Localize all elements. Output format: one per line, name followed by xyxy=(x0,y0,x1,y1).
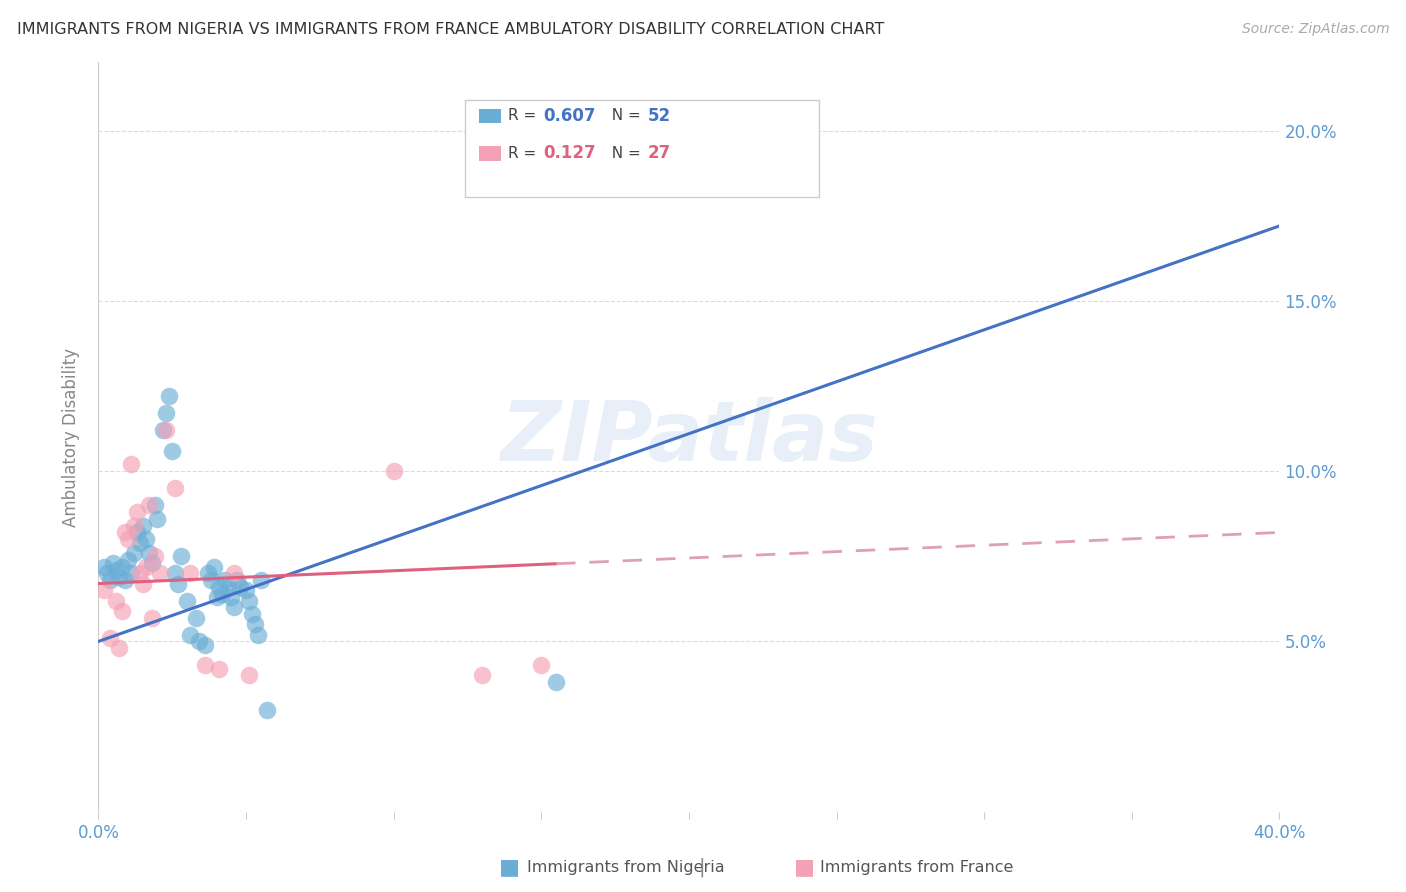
Point xyxy=(471,668,494,682)
Point xyxy=(141,556,163,570)
Point xyxy=(170,549,193,564)
Point xyxy=(208,662,231,676)
Point xyxy=(179,566,201,581)
Point xyxy=(149,566,172,581)
Point xyxy=(93,559,115,574)
Point xyxy=(530,123,553,137)
Point xyxy=(205,590,228,604)
Point xyxy=(108,570,131,584)
Point xyxy=(111,604,134,618)
Text: Immigrants from France: Immigrants from France xyxy=(820,860,1014,874)
Text: ZIPatlas: ZIPatlas xyxy=(501,397,877,477)
Point xyxy=(120,458,142,472)
Point xyxy=(128,566,150,581)
Point xyxy=(98,573,121,587)
Point xyxy=(98,631,121,645)
Point xyxy=(165,481,187,495)
Point xyxy=(128,535,150,549)
Text: 27: 27 xyxy=(647,145,671,162)
Point xyxy=(105,593,128,607)
Point xyxy=(138,546,160,560)
Point xyxy=(256,702,278,716)
Point xyxy=(202,559,225,574)
Text: N =: N = xyxy=(602,109,645,123)
Text: N =: N = xyxy=(602,146,645,161)
Point xyxy=(162,443,183,458)
Point xyxy=(184,610,207,624)
Point xyxy=(135,559,157,574)
Point xyxy=(125,505,148,519)
Y-axis label: Ambulatory Disability: Ambulatory Disability xyxy=(62,348,80,526)
Point xyxy=(530,658,553,673)
Point xyxy=(132,576,155,591)
Point xyxy=(120,566,142,581)
Point xyxy=(238,593,260,607)
Text: ■: ■ xyxy=(794,857,815,877)
Point xyxy=(117,552,139,566)
Point xyxy=(117,533,139,547)
Point xyxy=(208,580,231,594)
Point xyxy=(224,600,246,615)
Point xyxy=(122,518,145,533)
Point xyxy=(132,518,155,533)
Point xyxy=(105,563,128,577)
Point xyxy=(382,464,405,478)
Point xyxy=(187,634,209,648)
Point xyxy=(546,675,568,690)
Point xyxy=(211,587,233,601)
Point xyxy=(122,546,145,560)
Point xyxy=(152,423,174,437)
Text: ■: ■ xyxy=(499,857,520,877)
Point xyxy=(235,583,257,598)
Text: Immigrants from Nigeria: Immigrants from Nigeria xyxy=(527,860,725,874)
Point xyxy=(217,580,239,594)
Point xyxy=(157,389,180,403)
Point xyxy=(214,573,236,587)
Point xyxy=(146,512,169,526)
Point xyxy=(103,556,125,570)
Point xyxy=(238,668,260,682)
Text: |: | xyxy=(699,857,706,877)
Point xyxy=(240,607,263,622)
Point xyxy=(114,525,136,540)
Point xyxy=(125,525,148,540)
Point xyxy=(143,549,166,564)
Point xyxy=(224,566,246,581)
Point xyxy=(250,573,273,587)
Point xyxy=(246,627,269,641)
Text: Source: ZipAtlas.com: Source: ZipAtlas.com xyxy=(1241,22,1389,37)
Point xyxy=(200,573,222,587)
Text: R =: R = xyxy=(508,109,541,123)
Point xyxy=(179,627,201,641)
Point xyxy=(96,566,118,581)
Point xyxy=(111,559,134,574)
Point xyxy=(155,406,177,420)
Point xyxy=(143,498,166,512)
Point xyxy=(197,566,219,581)
Point xyxy=(141,610,163,624)
Point xyxy=(194,638,217,652)
Point xyxy=(138,498,160,512)
Point xyxy=(221,590,243,604)
Text: R =: R = xyxy=(508,146,546,161)
Point xyxy=(243,617,266,632)
Point xyxy=(167,576,190,591)
Point xyxy=(226,573,249,587)
Point xyxy=(194,658,217,673)
Point xyxy=(93,583,115,598)
Point xyxy=(165,566,187,581)
Point xyxy=(155,423,177,437)
Point xyxy=(229,580,252,594)
Text: IMMIGRANTS FROM NIGERIA VS IMMIGRANTS FROM FRANCE AMBULATORY DISABILITY CORRELAT: IMMIGRANTS FROM NIGERIA VS IMMIGRANTS FR… xyxy=(17,22,884,37)
Point xyxy=(176,593,198,607)
Point xyxy=(135,533,157,547)
Point xyxy=(114,573,136,587)
Text: 0.607: 0.607 xyxy=(543,107,596,125)
Text: 52: 52 xyxy=(647,107,671,125)
Point xyxy=(108,641,131,656)
Text: 0.127: 0.127 xyxy=(543,145,596,162)
